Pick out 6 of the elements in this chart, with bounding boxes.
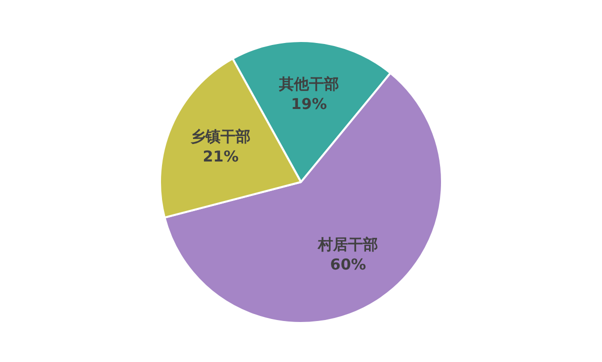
slice-label: 其他干部 (278, 74, 339, 93)
data-label: 21% (202, 147, 239, 166)
data-label: 19% (290, 94, 327, 113)
data-label: 60% (330, 256, 366, 274)
slice-label: 乡镇干部 (190, 127, 251, 146)
slice-label: 村居干部 (317, 236, 378, 254)
